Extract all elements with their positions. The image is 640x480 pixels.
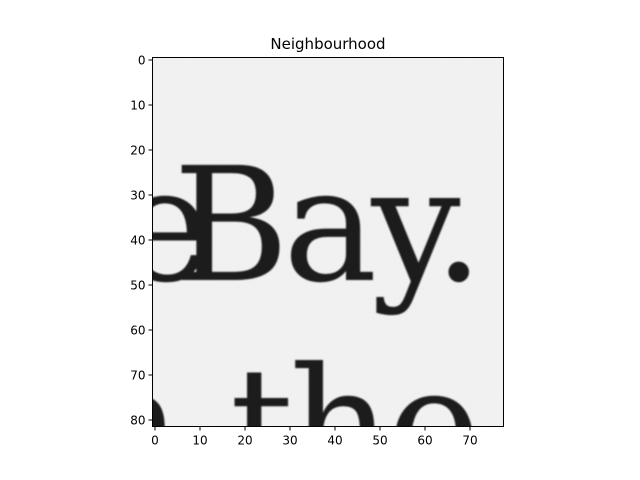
x-tick-label: 70	[462, 434, 477, 448]
y-tick-label: 50	[130, 279, 145, 293]
word-the: the	[230, 334, 477, 480]
image-panel: e Bay. h the	[80, 57, 504, 480]
figure-title: Neighbourhood	[270, 35, 385, 53]
word-bay: Bay.	[173, 134, 478, 318]
y-tick-label: 60	[130, 324, 145, 338]
x-tick-label: 50	[372, 434, 387, 448]
y-axis: 0 10 20 30 40 50 60 70 80	[130, 54, 153, 428]
y-tick-label: 40	[130, 234, 145, 248]
y-tick-label: 20	[130, 144, 145, 158]
y-tick-label: 70	[130, 369, 145, 383]
x-tick-label: 20	[237, 434, 252, 448]
x-axis: 0 10 20 30 40 50 60 70	[151, 426, 478, 448]
axes-frame	[152, 57, 504, 427]
x-tick-label: 30	[282, 434, 297, 448]
x-tick-label: 10	[192, 434, 207, 448]
paper-grain	[152, 57, 504, 427]
y-tick-label: 10	[130, 99, 145, 113]
x-tick-label: 40	[327, 434, 342, 448]
y-tick-label: 30	[130, 189, 145, 203]
x-tick-label: 60	[417, 434, 432, 448]
x-tick-label: 0	[151, 434, 159, 448]
y-tick-label: 0	[138, 54, 146, 68]
partial-letter-h: h	[80, 334, 182, 480]
partial-letter-e: e	[118, 134, 212, 318]
y-tick-label: 80	[130, 414, 145, 428]
